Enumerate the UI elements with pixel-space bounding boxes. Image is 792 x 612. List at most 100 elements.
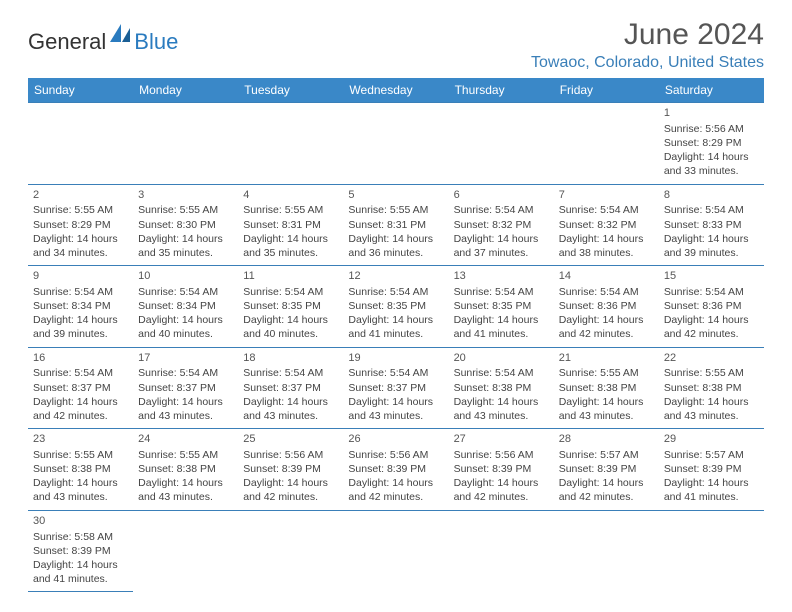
- daylight-text: Daylight: 14 hours: [138, 313, 233, 327]
- daylight-text: Daylight: 14 hours: [243, 232, 338, 246]
- calendar-cell: [343, 103, 448, 185]
- calendar-cell: 8Sunrise: 5:54 AMSunset: 8:33 PMDaylight…: [659, 184, 764, 266]
- sunset-text: Sunset: 8:34 PM: [33, 299, 128, 313]
- calendar-week-row: 30Sunrise: 5:58 AMSunset: 8:39 PMDayligh…: [28, 510, 764, 592]
- calendar-cell: 2Sunrise: 5:55 AMSunset: 8:29 PMDaylight…: [28, 184, 133, 266]
- daylight-text: Daylight: 14 hours: [33, 395, 128, 409]
- daylight-text: Daylight: 14 hours: [454, 232, 549, 246]
- sunrise-text: Sunrise: 5:54 AM: [243, 366, 338, 380]
- day-number: 19: [348, 351, 443, 366]
- daylight-text: Daylight: 14 hours: [559, 313, 654, 327]
- daylight-text: Daylight: 14 hours: [348, 476, 443, 490]
- calendar-cell: 23Sunrise: 5:55 AMSunset: 8:38 PMDayligh…: [28, 429, 133, 511]
- sunset-text: Sunset: 8:36 PM: [559, 299, 654, 313]
- calendar-cell: 3Sunrise: 5:55 AMSunset: 8:30 PMDaylight…: [133, 184, 238, 266]
- location: Towaoc, Colorado, United States: [531, 54, 764, 72]
- daylight-text: and 43 minutes.: [664, 409, 759, 423]
- daylight-text: and 43 minutes.: [559, 409, 654, 423]
- daylight-text: Daylight: 14 hours: [559, 476, 654, 490]
- daylight-text: Daylight: 14 hours: [243, 476, 338, 490]
- calendar-cell: 9Sunrise: 5:54 AMSunset: 8:34 PMDaylight…: [28, 266, 133, 348]
- header: General Blue June 2024 Towaoc, Colorado,…: [28, 18, 764, 72]
- calendar-cell: 13Sunrise: 5:54 AMSunset: 8:35 PMDayligh…: [449, 266, 554, 348]
- daylight-text: Daylight: 14 hours: [348, 395, 443, 409]
- day-number: 27: [454, 432, 549, 447]
- calendar-cell: [28, 103, 133, 185]
- day-number: 14: [559, 269, 654, 284]
- daylight-text: and 40 minutes.: [138, 327, 233, 341]
- calendar-cell: 15Sunrise: 5:54 AMSunset: 8:36 PMDayligh…: [659, 266, 764, 348]
- daylight-text: and 41 minutes.: [348, 327, 443, 341]
- sunrise-text: Sunrise: 5:55 AM: [33, 448, 128, 462]
- calendar-cell: 14Sunrise: 5:54 AMSunset: 8:36 PMDayligh…: [554, 266, 659, 348]
- daylight-text: and 40 minutes.: [243, 327, 338, 341]
- daylight-text: and 42 minutes.: [454, 490, 549, 504]
- daylight-text: Daylight: 14 hours: [664, 313, 759, 327]
- day-number: 30: [33, 514, 128, 529]
- daylight-text: and 43 minutes.: [243, 409, 338, 423]
- calendar-cell: [238, 510, 343, 592]
- sunset-text: Sunset: 8:38 PM: [454, 381, 549, 395]
- logo-text-blue: Blue: [134, 29, 178, 55]
- daylight-text: and 39 minutes.: [664, 246, 759, 260]
- sunset-text: Sunset: 8:29 PM: [33, 218, 128, 232]
- sunset-text: Sunset: 8:30 PM: [138, 218, 233, 232]
- sunrise-text: Sunrise: 5:56 AM: [454, 448, 549, 462]
- day-number: 26: [348, 432, 443, 447]
- calendar-cell: 28Sunrise: 5:57 AMSunset: 8:39 PMDayligh…: [554, 429, 659, 511]
- calendar-cell: 12Sunrise: 5:54 AMSunset: 8:35 PMDayligh…: [343, 266, 448, 348]
- day-number: 21: [559, 351, 654, 366]
- calendar-cell: 7Sunrise: 5:54 AMSunset: 8:32 PMDaylight…: [554, 184, 659, 266]
- calendar-week-row: 2Sunrise: 5:55 AMSunset: 8:29 PMDaylight…: [28, 184, 764, 266]
- daylight-text: Daylight: 14 hours: [664, 232, 759, 246]
- daylight-text: and 36 minutes.: [348, 246, 443, 260]
- sunset-text: Sunset: 8:38 PM: [138, 462, 233, 476]
- weekday-header: Saturday: [659, 78, 764, 103]
- sunrise-text: Sunrise: 5:54 AM: [664, 203, 759, 217]
- daylight-text: Daylight: 14 hours: [138, 232, 233, 246]
- daylight-text: and 43 minutes.: [138, 490, 233, 504]
- weekday-header-row: Sunday Monday Tuesday Wednesday Thursday…: [28, 78, 764, 103]
- calendar-cell: 20Sunrise: 5:54 AMSunset: 8:38 PMDayligh…: [449, 347, 554, 429]
- daylight-text: Daylight: 14 hours: [454, 395, 549, 409]
- day-number: 7: [559, 188, 654, 203]
- daylight-text: and 35 minutes.: [138, 246, 233, 260]
- day-number: 10: [138, 269, 233, 284]
- calendar-week-row: 16Sunrise: 5:54 AMSunset: 8:37 PMDayligh…: [28, 347, 764, 429]
- sunset-text: Sunset: 8:36 PM: [664, 299, 759, 313]
- calendar-cell: 19Sunrise: 5:54 AMSunset: 8:37 PMDayligh…: [343, 347, 448, 429]
- sunset-text: Sunset: 8:39 PM: [454, 462, 549, 476]
- calendar-cell: 6Sunrise: 5:54 AMSunset: 8:32 PMDaylight…: [449, 184, 554, 266]
- day-number: 2: [33, 188, 128, 203]
- weekday-header: Friday: [554, 78, 659, 103]
- sunset-text: Sunset: 8:39 PM: [33, 544, 128, 558]
- sunrise-text: Sunrise: 5:57 AM: [559, 448, 654, 462]
- sunrise-text: Sunrise: 5:54 AM: [33, 285, 128, 299]
- daylight-text: and 42 minutes.: [664, 327, 759, 341]
- sunset-text: Sunset: 8:34 PM: [138, 299, 233, 313]
- sunrise-text: Sunrise: 5:55 AM: [138, 203, 233, 217]
- day-number: 29: [664, 432, 759, 447]
- sunset-text: Sunset: 8:31 PM: [243, 218, 338, 232]
- daylight-text: and 43 minutes.: [454, 409, 549, 423]
- daylight-text: and 42 minutes.: [33, 409, 128, 423]
- daylight-text: Daylight: 14 hours: [559, 232, 654, 246]
- calendar-cell: 5Sunrise: 5:55 AMSunset: 8:31 PMDaylight…: [343, 184, 448, 266]
- sunset-text: Sunset: 8:37 PM: [33, 381, 128, 395]
- calendar-cell: 22Sunrise: 5:55 AMSunset: 8:38 PMDayligh…: [659, 347, 764, 429]
- sunset-text: Sunset: 8:31 PM: [348, 218, 443, 232]
- daylight-text: Daylight: 14 hours: [454, 313, 549, 327]
- sunrise-text: Sunrise: 5:55 AM: [664, 366, 759, 380]
- daylight-text: and 42 minutes.: [559, 490, 654, 504]
- daylight-text: and 41 minutes.: [664, 490, 759, 504]
- sunrise-text: Sunrise: 5:56 AM: [348, 448, 443, 462]
- calendar-cell: 21Sunrise: 5:55 AMSunset: 8:38 PMDayligh…: [554, 347, 659, 429]
- sunrise-text: Sunrise: 5:58 AM: [33, 530, 128, 544]
- daylight-text: Daylight: 14 hours: [33, 232, 128, 246]
- logo-text-general: General: [28, 29, 106, 55]
- sunset-text: Sunset: 8:39 PM: [664, 462, 759, 476]
- daylight-text: and 35 minutes.: [243, 246, 338, 260]
- sunset-text: Sunset: 8:32 PM: [454, 218, 549, 232]
- calendar-week-row: 9Sunrise: 5:54 AMSunset: 8:34 PMDaylight…: [28, 266, 764, 348]
- logo: General Blue: [28, 24, 178, 59]
